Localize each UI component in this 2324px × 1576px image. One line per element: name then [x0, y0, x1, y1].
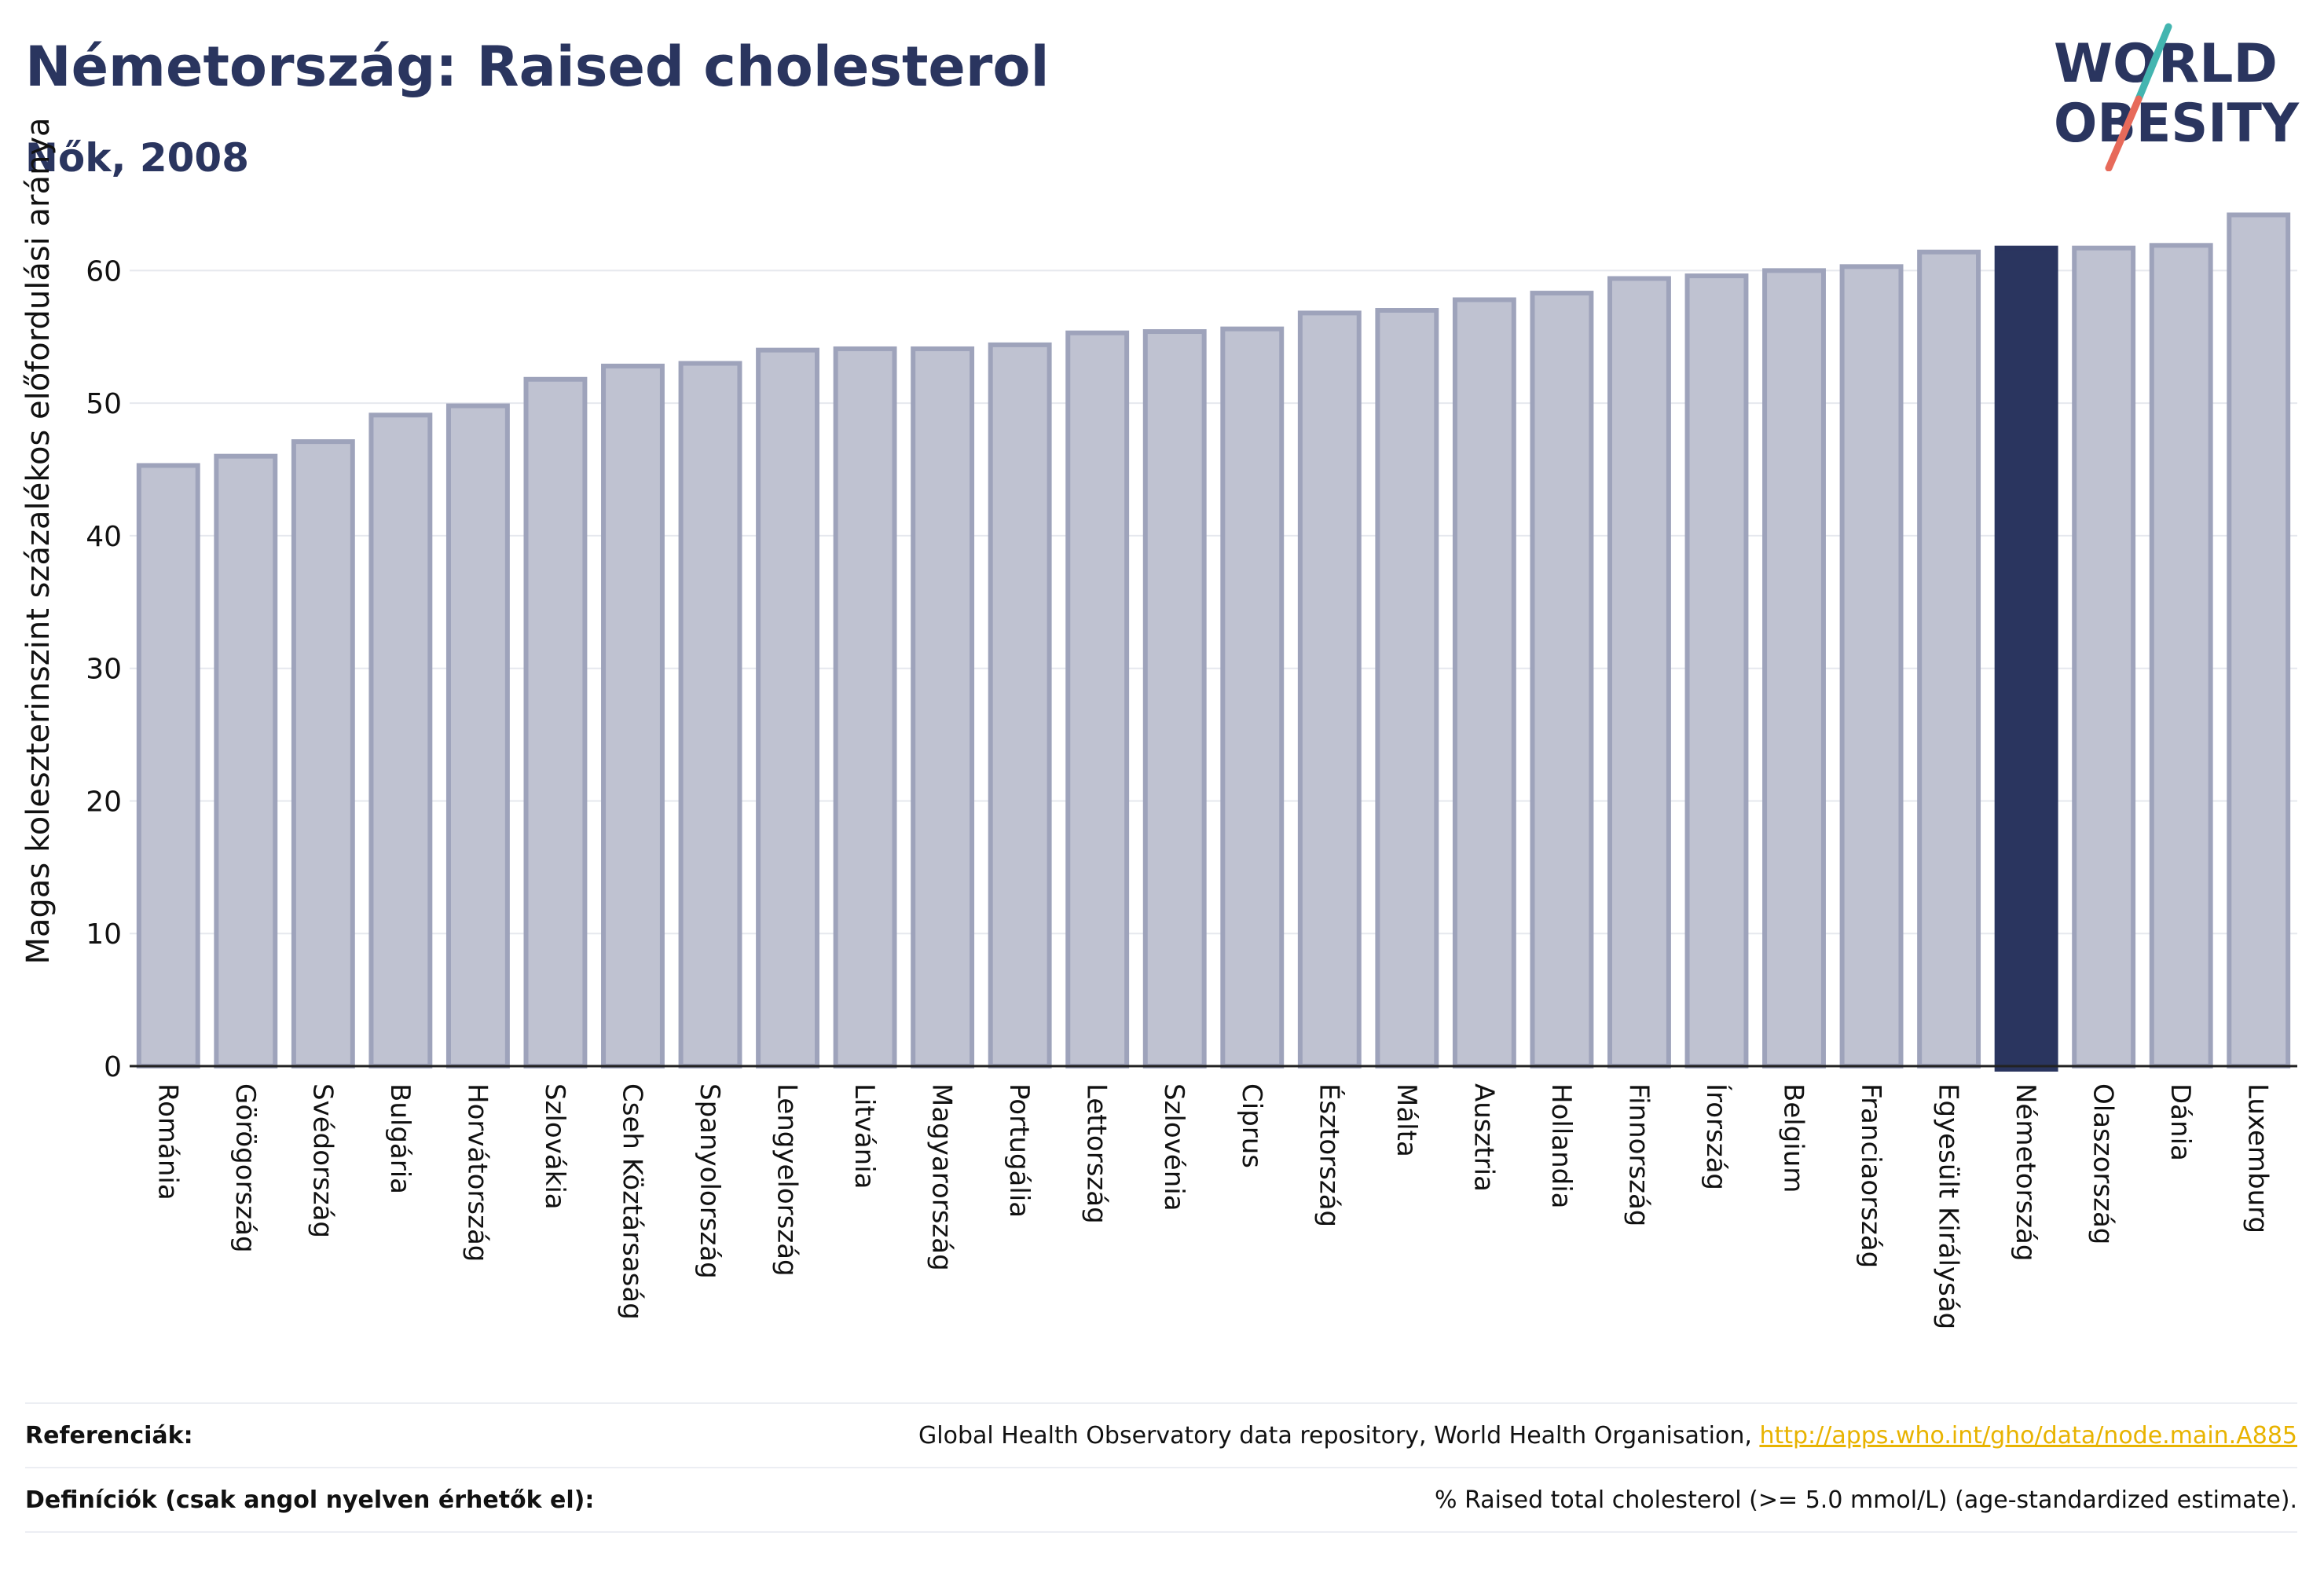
logo-slash-coral	[2105, 95, 2143, 171]
bar	[1375, 308, 1439, 1068]
x-tick-label: Cseh Köztársaság	[616, 1083, 647, 1320]
y-tick-label: 0	[104, 1051, 122, 1083]
x-tick-label: Bulgária	[384, 1083, 416, 1194]
bar	[833, 346, 897, 1069]
references-text: Global Health Observatory data repositor…	[918, 1421, 1760, 1450]
world-obesity-logo: WORLD OBESITY	[2054, 23, 2300, 171]
logo-text-world: WORLD	[2054, 33, 2278, 95]
bar	[1917, 249, 1981, 1068]
x-tick-label: Lengyelország	[772, 1083, 803, 1277]
bar	[2227, 212, 2291, 1068]
bar-chart: 0 10 20 30 40 50 60 Magas koleszterinszint szá…	[20, 117, 2297, 1329]
x-tick-label: Spanyolország	[694, 1083, 725, 1279]
bars	[136, 212, 2291, 1072]
x-tick-label: Svédország	[306, 1083, 338, 1238]
x-tick-label: Ciprus	[1236, 1083, 1267, 1168]
x-tick-label: Ausztria	[1468, 1083, 1499, 1192]
x-tick-label: Dánia	[2165, 1083, 2196, 1161]
y-tick-label: 30	[86, 654, 122, 686]
y-tick-label: 10	[86, 918, 122, 951]
definitions-row: Definíciók (csak angol nyelven érhetők e…	[25, 1467, 2297, 1533]
bar	[678, 361, 742, 1068]
bar	[601, 363, 665, 1069]
bar	[1065, 330, 1130, 1068]
bar	[1452, 297, 1516, 1068]
bar	[1142, 329, 1207, 1069]
x-tick-label: Szlovénia	[1158, 1083, 1189, 1211]
y-tick-label: 60	[86, 255, 122, 288]
bar	[1607, 276, 1671, 1069]
bar	[1839, 264, 1904, 1068]
bar	[988, 342, 1052, 1068]
y-tick-label: 20	[86, 786, 122, 818]
logo-text-obesity: OBESITY	[2054, 93, 2300, 155]
x-tick-label: Németország	[2010, 1083, 2041, 1261]
y-axis-label: Magas koleszterinszint százalékos előfor…	[20, 117, 57, 964]
bar	[214, 453, 278, 1068]
x-tick-label: Horvátország	[461, 1083, 493, 1262]
bar	[445, 403, 510, 1068]
references-link[interactable]: http://apps.who.int/gho/data/node.main.A…	[1759, 1421, 2297, 1450]
references-row: Referenciák: Global Health Observatory d…	[25, 1402, 2297, 1467]
bar	[291, 439, 355, 1068]
x-tick-label: Portugália	[1003, 1083, 1035, 1218]
x-tick-label: Görögország	[229, 1083, 261, 1253]
page-title: Németország: Raised cholesterol	[25, 35, 1050, 99]
bar-highlight	[1994, 245, 2058, 1072]
bar	[911, 346, 975, 1069]
x-tick-label: Lettország	[1081, 1083, 1113, 1224]
x-tick-label: Málta	[1391, 1083, 1422, 1157]
bar	[523, 376, 588, 1068]
x-tick-label: Finnország	[1622, 1083, 1654, 1226]
bar	[1220, 326, 1285, 1068]
bar	[1297, 310, 1362, 1069]
bar	[1684, 273, 1749, 1068]
y-tick-label: 50	[86, 388, 122, 420]
x-tick-label: Luxemburg	[2242, 1083, 2274, 1233]
bar	[2149, 243, 2213, 1068]
x-tick-label: Magyarország	[926, 1083, 958, 1271]
x-axis-labels: Románia Görögország Svédország Bulgária Horv…	[152, 1083, 2273, 1329]
y-tick-label: 40	[86, 521, 122, 553]
references-value: Global Health Observatory data repositor…	[918, 1422, 2297, 1450]
x-tick-label: Litvánia	[849, 1083, 880, 1189]
logo-slash-teal	[2135, 23, 2172, 103]
footer-table: Referenciák: Global Health Observatory d…	[25, 1402, 2297, 1533]
x-tick-label: Szlovákia	[539, 1083, 570, 1210]
bar	[136, 463, 200, 1068]
x-tick-label: Olaszország	[2088, 1083, 2119, 1244]
definitions-value: % Raised total cholesterol (>= 5.0 mmol/…	[1435, 1486, 2297, 1514]
bar	[1762, 268, 1826, 1068]
bar	[756, 347, 819, 1068]
bar	[368, 412, 433, 1068]
bar	[2072, 245, 2136, 1068]
y-axis-ticks: 0 10 20 30 40 50 60	[86, 255, 122, 1083]
references-label: Referenciák:	[25, 1421, 193, 1450]
x-tick-label: Románia	[152, 1083, 183, 1200]
bar	[1530, 291, 1594, 1068]
x-tick-label: Írország	[1700, 1083, 1732, 1190]
x-tick-label: Franciaország	[1855, 1083, 1886, 1268]
definitions-label: Definíciók (csak angol nyelven érhetők e…	[25, 1486, 595, 1514]
x-tick-label: Belgium	[1778, 1083, 1809, 1193]
x-tick-label: Egyesült Királyság	[1933, 1083, 1964, 1329]
page-subtitle: Nők, 2008	[25, 135, 250, 181]
x-tick-label: Észtország	[1313, 1083, 1345, 1227]
x-tick-label: Hollandia	[1545, 1083, 1577, 1209]
